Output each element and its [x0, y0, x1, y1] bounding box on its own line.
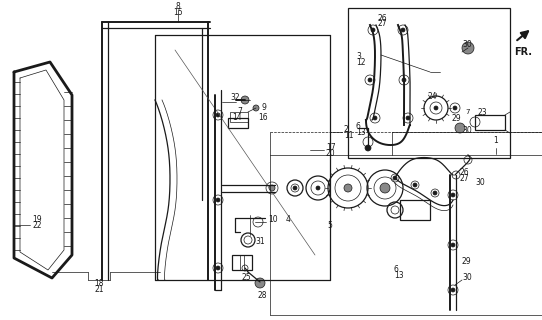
Circle shape: [401, 28, 405, 32]
Bar: [475, 115, 505, 130]
Text: 30: 30: [475, 178, 485, 187]
Text: 10: 10: [268, 215, 278, 225]
Text: 13: 13: [356, 127, 366, 137]
Text: 28: 28: [258, 292, 268, 300]
Text: FR.: FR.: [514, 47, 532, 57]
Text: 25: 25: [241, 274, 251, 283]
Text: 4: 4: [286, 215, 291, 225]
Text: 26: 26: [460, 167, 469, 177]
Text: 7: 7: [466, 109, 470, 115]
Text: 15: 15: [173, 7, 183, 17]
Text: 14: 14: [233, 113, 242, 122]
Text: 29: 29: [452, 114, 462, 123]
Bar: [228, 118, 248, 128]
Circle shape: [406, 116, 410, 120]
Circle shape: [316, 186, 320, 190]
Text: 32: 32: [230, 92, 240, 101]
Circle shape: [413, 183, 417, 187]
Circle shape: [393, 176, 397, 180]
Text: 29: 29: [462, 258, 472, 267]
Circle shape: [344, 184, 352, 192]
Circle shape: [241, 96, 249, 104]
Circle shape: [455, 123, 465, 133]
Text: 27: 27: [460, 173, 469, 182]
Text: 18: 18: [94, 279, 104, 289]
Text: 5: 5: [327, 221, 332, 230]
Circle shape: [451, 193, 455, 197]
Circle shape: [371, 28, 375, 32]
Text: 20: 20: [326, 148, 335, 157]
Bar: [232, 255, 252, 270]
Text: 26: 26: [378, 13, 388, 22]
Text: 9: 9: [262, 102, 267, 111]
Circle shape: [453, 106, 457, 110]
Circle shape: [253, 105, 259, 111]
Text: 7: 7: [237, 107, 242, 116]
Circle shape: [216, 113, 220, 117]
Text: 19: 19: [32, 215, 42, 225]
Text: 13: 13: [394, 271, 404, 281]
Text: 21: 21: [94, 285, 104, 294]
Bar: [230, 112, 248, 122]
Bar: [400, 200, 430, 220]
Circle shape: [373, 116, 377, 120]
Text: 16: 16: [258, 113, 268, 122]
Circle shape: [380, 183, 390, 193]
Circle shape: [433, 191, 437, 195]
Text: 17: 17: [326, 142, 335, 151]
Circle shape: [293, 186, 297, 190]
Text: 22: 22: [32, 221, 42, 230]
Bar: [348, 8, 510, 158]
Circle shape: [216, 198, 220, 202]
Circle shape: [255, 278, 265, 288]
Text: 6: 6: [356, 122, 361, 131]
Text: 8: 8: [176, 2, 180, 11]
Text: 11: 11: [344, 131, 353, 140]
Text: 2: 2: [344, 124, 349, 133]
Text: 24: 24: [428, 92, 437, 100]
Circle shape: [365, 145, 371, 151]
Circle shape: [434, 106, 438, 110]
Text: 23: 23: [478, 108, 488, 116]
Circle shape: [462, 42, 474, 54]
Text: 1: 1: [494, 135, 499, 145]
Text: 30: 30: [462, 125, 472, 134]
Text: 12: 12: [356, 58, 365, 67]
Circle shape: [451, 288, 455, 292]
Circle shape: [216, 266, 220, 270]
Circle shape: [402, 78, 406, 82]
Circle shape: [451, 243, 455, 247]
Circle shape: [368, 78, 372, 82]
Text: 3: 3: [356, 52, 361, 60]
Text: 30: 30: [462, 39, 472, 49]
Text: 27: 27: [378, 19, 388, 28]
Text: 30: 30: [462, 274, 472, 283]
Text: 31: 31: [255, 237, 264, 246]
Text: 6: 6: [394, 266, 399, 275]
Circle shape: [269, 185, 275, 191]
